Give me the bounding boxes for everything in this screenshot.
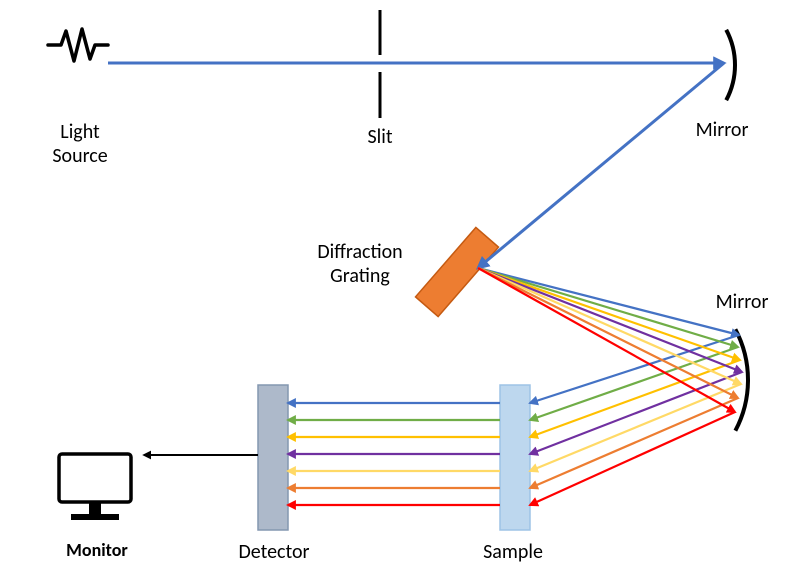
label-detector: Detector [224,540,324,564]
sample-box [500,385,530,530]
spectrum-g2m-2 [478,268,740,360]
detector-box [258,385,288,530]
monitor-icon [59,454,131,502]
label-monitor: Monitor [52,540,142,562]
monitor-stand-icon [89,502,101,514]
label-mirror2: Mirror [702,290,782,314]
monitor-base-icon [71,514,119,520]
label-diffraction: DiffractionGrating [300,240,420,288]
diagram-canvas [0,0,805,583]
spectrum-g2m-1 [478,268,738,347]
label-slit: Slit [350,125,410,149]
label-mirror1: Mirror [682,118,762,142]
incident-beam-1 [478,63,724,268]
mirror1-arc [726,30,735,100]
spectrum-g2m-3 [478,268,742,372]
light-source-icon [48,29,108,61]
mirror2-arc [735,329,748,430]
label-light_source: LightSource [40,120,120,168]
label-sample: Sample [463,540,563,564]
